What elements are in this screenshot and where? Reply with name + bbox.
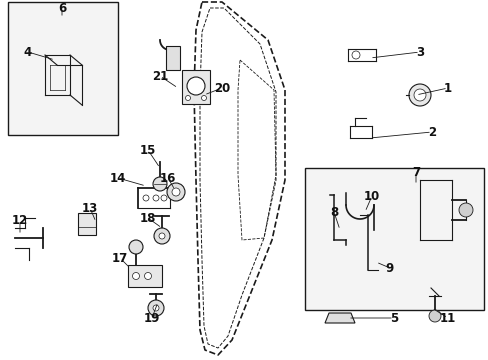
- Text: 1: 1: [443, 81, 451, 94]
- Text: 8: 8: [329, 206, 337, 219]
- Text: 3: 3: [415, 45, 423, 58]
- Bar: [128, 265, 162, 287]
- Circle shape: [159, 233, 164, 239]
- Bar: [78, 213, 96, 235]
- Polygon shape: [325, 313, 354, 323]
- Text: 11: 11: [439, 311, 455, 324]
- Circle shape: [154, 228, 170, 244]
- Text: 5: 5: [389, 311, 397, 324]
- Text: 12: 12: [12, 213, 28, 226]
- Text: 9: 9: [385, 261, 393, 274]
- Bar: [165, 46, 180, 70]
- Text: 7: 7: [411, 166, 419, 179]
- Circle shape: [413, 89, 425, 101]
- Text: 6: 6: [58, 1, 66, 14]
- Circle shape: [185, 95, 190, 100]
- Circle shape: [153, 195, 159, 201]
- Circle shape: [144, 273, 151, 279]
- Text: 2: 2: [427, 126, 435, 139]
- Text: 16: 16: [160, 171, 176, 184]
- Circle shape: [132, 273, 139, 279]
- Text: 4: 4: [24, 45, 32, 58]
- Bar: [8, 2, 118, 135]
- Text: 19: 19: [143, 311, 160, 324]
- Text: 10: 10: [363, 189, 379, 202]
- Circle shape: [129, 240, 142, 254]
- Circle shape: [428, 310, 440, 322]
- Circle shape: [201, 95, 206, 100]
- Circle shape: [153, 177, 167, 191]
- Bar: [305, 168, 483, 310]
- Text: 18: 18: [140, 211, 156, 225]
- Circle shape: [153, 305, 159, 311]
- Circle shape: [161, 195, 167, 201]
- Circle shape: [351, 51, 359, 59]
- Text: 17: 17: [112, 252, 128, 265]
- Circle shape: [186, 77, 204, 95]
- Text: 13: 13: [81, 202, 98, 215]
- Circle shape: [142, 195, 149, 201]
- Text: 21: 21: [152, 69, 168, 82]
- Circle shape: [458, 203, 472, 217]
- Circle shape: [172, 188, 180, 196]
- Text: 20: 20: [213, 81, 230, 94]
- Bar: [182, 70, 209, 104]
- Text: 15: 15: [140, 144, 156, 157]
- Text: 14: 14: [110, 171, 126, 184]
- Circle shape: [167, 183, 184, 201]
- Circle shape: [408, 84, 430, 106]
- Circle shape: [148, 300, 163, 316]
